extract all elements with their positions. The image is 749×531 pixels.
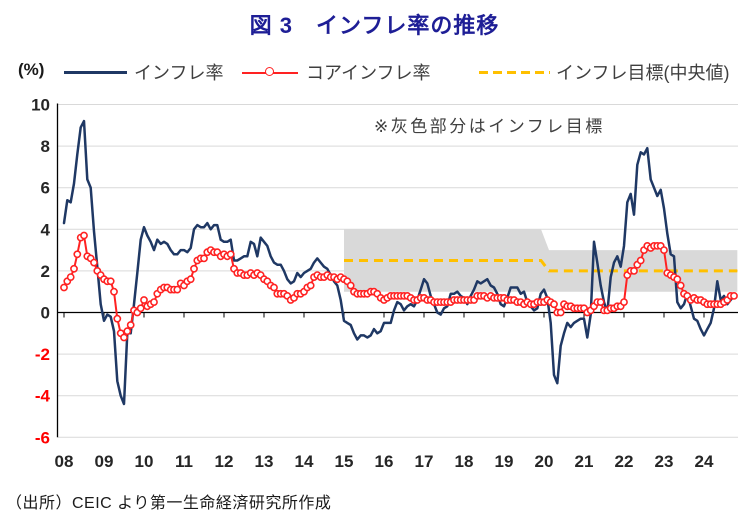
core-inflation-marker: [140, 296, 148, 304]
core-inflation-marker: [306, 281, 315, 290]
y-axis-label: 4: [41, 220, 51, 239]
y-axis-unit-label: (%): [18, 60, 45, 79]
x-axis-label: 22: [615, 452, 634, 471]
x-axis-label: 16: [375, 452, 394, 471]
y-axis-label: 2: [41, 262, 50, 281]
y-axis-label: 10: [31, 96, 50, 115]
core-inflation-marker: [730, 291, 738, 300]
core-inflation-marker: [90, 258, 98, 267]
core-marker-swatch-icon: [265, 67, 274, 76]
target-median-dashed-line: [344, 259, 738, 273]
x-axis-label: 08: [55, 452, 74, 471]
y-axis-label: -4: [35, 387, 51, 406]
core-inflation-marker: [150, 298, 158, 306]
headline-inflation-line: [62, 119, 736, 406]
core-inflation-marker: [123, 327, 132, 336]
core-inflation-marker: [676, 281, 685, 290]
source-credit: （出所）CEIC より第一生命経済研究所作成: [6, 495, 332, 512]
y-axis-label: 8: [41, 137, 50, 156]
core-inflation-marker: [660, 246, 668, 254]
x-axis-label: 11: [175, 452, 193, 471]
y-axis-label: 6: [41, 179, 50, 198]
x-axis-label: 20: [535, 452, 554, 471]
core-inflation-marker: [66, 273, 75, 281]
chart-title: 図 3 インフレ率の推移: [249, 13, 500, 38]
core-inflation-marker: [173, 285, 182, 294]
core-inflation-marker: [620, 298, 628, 306]
x-axis-label: 19: [495, 452, 514, 471]
x-axis-label: 17: [415, 452, 434, 471]
target-dashed-swatch-icon: [479, 70, 550, 75]
x-axis-label: 18: [455, 452, 474, 471]
core-inflation-marker: [106, 277, 115, 286]
core-inflation-marker: [550, 300, 558, 309]
core-inflation-marker: [126, 321, 135, 329]
core-inflation-marker: [556, 308, 565, 317]
x-axis-label: 21: [575, 452, 594, 471]
core-inflation-marker: [636, 256, 645, 265]
chart-legend: (%) インフレ率 コアインフレ率 インフレ目標(中央値): [0, 56, 749, 88]
legend-label-target: インフレ目標(中央値): [556, 63, 730, 83]
legend-label-core: コアインフレ率: [306, 63, 431, 83]
core-inflation-marker: [186, 275, 195, 284]
x-axis-label: 23: [655, 452, 674, 471]
x-axis-label: 14: [295, 452, 314, 471]
core-inflation-marker: [73, 250, 82, 259]
core-inflation-marker: [596, 298, 605, 306]
core-inflation-marker: [80, 231, 88, 240]
x-axis-label: 15: [335, 452, 354, 471]
headline-line-swatch-icon: [64, 71, 127, 75]
core-inflation-marker: [120, 333, 128, 342]
core-inflation-marker: [346, 281, 355, 290]
core-inflation-marker: [136, 304, 145, 313]
core-inflation-marker: [70, 264, 78, 273]
legend-label-headline: インフレ率: [134, 63, 224, 83]
core-inflation-marker: [673, 275, 682, 284]
core-inflation-marker: [60, 283, 68, 292]
core-inflation-marker: [190, 264, 198, 273]
gray-band-note: ※灰色部分はインフレ目標: [374, 117, 605, 136]
x-axis-label: 13: [255, 452, 274, 471]
core-inflation-marker: [113, 314, 122, 323]
x-axis-label: 10: [135, 452, 154, 471]
y-axis-label: 0: [41, 304, 50, 323]
core-inflation-marker: [270, 283, 278, 292]
y-axis-label: -6: [35, 428, 50, 447]
core-inflation-marker: [110, 287, 118, 296]
core-inflation-marker: [226, 250, 235, 259]
y-axis-label: -2: [35, 345, 50, 364]
x-axis-label: 09: [95, 452, 114, 471]
core-inflation-marker: [630, 266, 638, 275]
x-axis-label: 12: [215, 452, 234, 471]
x-axis-label: 24: [695, 452, 714, 471]
core-inflation-marker: [200, 254, 208, 263]
